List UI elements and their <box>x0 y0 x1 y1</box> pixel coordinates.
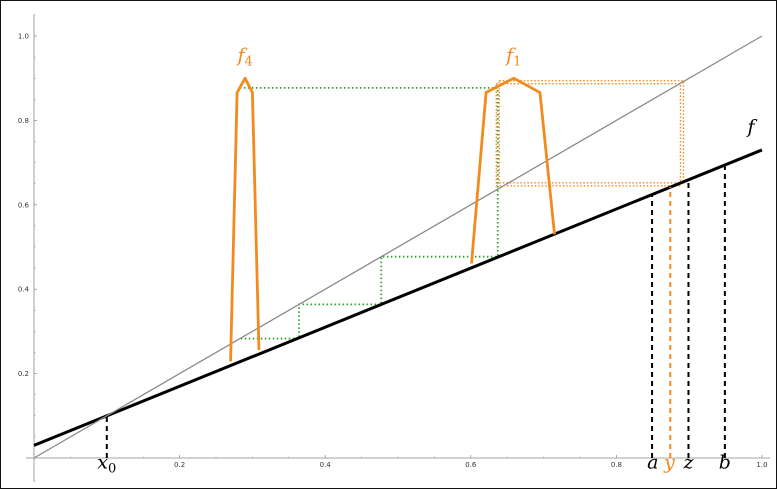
label-subscript: 4 <box>245 54 253 69</box>
series-line-f <box>33 148 763 447</box>
label-b: b <box>719 452 731 474</box>
y-tick-label-1.0: 1.0 <box>18 33 29 41</box>
label-x0: x0 <box>97 452 116 477</box>
x-tick-label-0.6: 0.6 <box>465 461 477 469</box>
y-tick-label-0.8: 0.8 <box>18 117 29 125</box>
label-f: f <box>746 116 758 138</box>
series-line-f1 <box>470 76 556 264</box>
y-tick-label-0.2: 0.2 <box>18 370 29 378</box>
label-f1: f1 <box>504 44 521 69</box>
y-tick-label-0.4: 0.4 <box>18 286 30 294</box>
x-tick-label-0.2: 0.2 <box>174 461 185 469</box>
orange-dotted-box-1 <box>498 79 685 184</box>
series-line-f4 <box>229 76 261 362</box>
label-subscript: 1 <box>513 54 521 69</box>
green-dotted-path <box>240 87 499 340</box>
label-y: y <box>663 452 675 474</box>
label-z: z <box>682 452 694 474</box>
label-subscript: 0 <box>108 462 116 477</box>
x-tick-label-1.0: 1.0 <box>756 461 767 469</box>
x-tick-label-0.4: 0.4 <box>320 461 332 469</box>
y-tick-label-0.6: 0.6 <box>18 201 30 209</box>
x-tick-label-0.8: 0.8 <box>611 461 622 469</box>
label-f4: f4 <box>235 44 252 69</box>
label-a: a <box>647 452 658 474</box>
orange-dotted-box-0 <box>495 82 682 187</box>
series-line-diagonal <box>33 35 763 459</box>
